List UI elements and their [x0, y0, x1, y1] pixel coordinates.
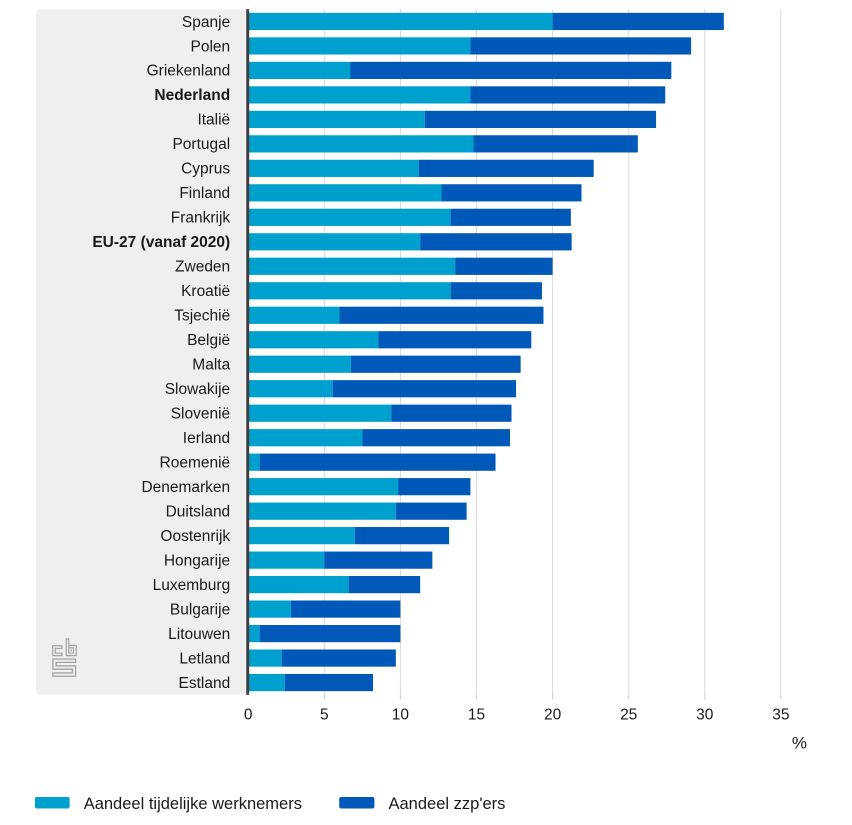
svg-text:20: 20 — [544, 707, 562, 724]
svg-text:Zweden: Zweden — [175, 259, 230, 276]
svg-text:Griekenland: Griekenland — [147, 63, 231, 80]
svg-text:Estland: Estland — [178, 675, 230, 692]
svg-text:15: 15 — [468, 707, 485, 724]
svg-text:Malta: Malta — [192, 357, 230, 374]
svg-text:Tsjechië: Tsjechië — [174, 308, 230, 325]
svg-text:Oostenrijk: Oostenrijk — [160, 528, 230, 545]
svg-text:Polen: Polen — [191, 38, 231, 55]
svg-text:0: 0 — [244, 707, 253, 724]
svg-text:Portugal: Portugal — [172, 136, 230, 153]
svg-text:Spanje: Spanje — [182, 14, 230, 31]
svg-text:%: % — [792, 734, 807, 753]
svg-text:30: 30 — [696, 707, 714, 724]
svg-text:Aandeel tijdelijke werknemers: Aandeel tijdelijke werknemers — [84, 795, 302, 813]
svg-text:EU-27 (vanaf 2020): EU-27 (vanaf 2020) — [92, 234, 230, 251]
svg-text:Hongarije: Hongarije — [164, 552, 230, 569]
svg-text:Italië: Italië — [197, 112, 230, 129]
svg-text:Cyprus: Cyprus — [181, 161, 230, 178]
svg-text:Luxemburg: Luxemburg — [153, 577, 231, 594]
svg-text:Litouwen: Litouwen — [168, 626, 230, 643]
svg-text:Duitsland: Duitsland — [166, 503, 231, 520]
svg-text:Finland: Finland — [179, 185, 230, 202]
svg-text:Slovenië: Slovenië — [171, 406, 230, 423]
svg-text:Denemarken: Denemarken — [141, 479, 230, 496]
svg-text:Nederland: Nederland — [154, 87, 230, 104]
svg-text:Kroatië: Kroatië — [181, 283, 230, 300]
svg-text:Letland: Letland — [179, 650, 230, 667]
svg-text:25: 25 — [620, 707, 637, 724]
svg-text:5: 5 — [320, 707, 329, 724]
svg-text:35: 35 — [772, 707, 789, 724]
svg-text:Aandeel zzp'ers: Aandeel zzp'ers — [389, 795, 506, 813]
svg-text:Roemenië: Roemenië — [160, 455, 231, 472]
svg-text:Frankrijk: Frankrijk — [171, 210, 231, 227]
svg-text:Slowakije: Slowakije — [165, 381, 230, 398]
svg-text:Ierland: Ierland — [183, 430, 230, 447]
svg-text:België: België — [187, 332, 230, 349]
svg-text:10: 10 — [392, 707, 410, 724]
svg-text:Bulgarije: Bulgarije — [170, 601, 230, 618]
